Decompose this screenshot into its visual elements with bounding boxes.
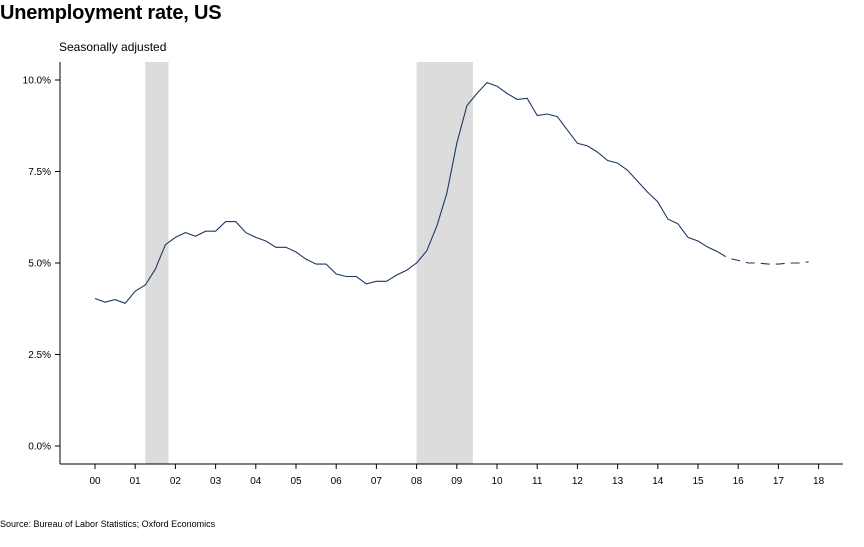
x-tick-label: 00 — [89, 476, 101, 487]
x-tick-label: 08 — [411, 476, 423, 487]
x-tick-label: 07 — [371, 476, 383, 487]
actual-line — [94, 81, 719, 304]
x-tick-label: 13 — [612, 476, 624, 487]
y-tick-label: 0.0% — [28, 442, 51, 453]
recession-bands — [145, 62, 473, 464]
x-tick-label: 06 — [331, 476, 343, 487]
x-tick-label: 09 — [451, 476, 463, 487]
x-tick-label: 17 — [773, 476, 785, 487]
chart-subtitle: Seasonally adjusted — [59, 40, 167, 54]
x-tick-label: 15 — [692, 476, 704, 487]
x-tick-label: 05 — [290, 476, 302, 487]
x-tick-label: 16 — [733, 476, 745, 487]
chart-title: Unemployment rate, US — [0, 2, 222, 24]
y-tick-label: 2.5% — [28, 350, 51, 361]
x-tick-label: 11 — [532, 476, 543, 487]
x-tick-label: 04 — [250, 476, 262, 487]
y-tick-label: 5.0% — [28, 259, 51, 270]
recession-band — [416, 62, 473, 464]
y-tick-label: 7.5% — [28, 167, 51, 178]
x-tick-label: 01 — [130, 476, 142, 487]
x-tick-label: 02 — [170, 476, 182, 487]
recession-band — [145, 62, 169, 464]
y-tick-label: 10.0% — [23, 76, 51, 87]
x-tick-label: 14 — [652, 476, 664, 487]
x-tick-label: 18 — [813, 476, 825, 487]
y-axis: 0.0% 2.5% 5.0% 7.5% 10.0% — [23, 76, 60, 453]
series-group — [94, 81, 809, 304]
source-note: Source: Bureau of Labor Statistics; Oxfo… — [0, 519, 216, 529]
x-tick-label: 10 — [491, 476, 503, 487]
x-tick-label: 12 — [572, 476, 584, 487]
forecast-line — [717, 251, 809, 265]
x-axis: 00 01 02 03 04 05 06 07 08 09 10 11 12 13 14 15 16 17 18 — [89, 464, 825, 487]
x-tick-label: 03 — [210, 476, 222, 487]
